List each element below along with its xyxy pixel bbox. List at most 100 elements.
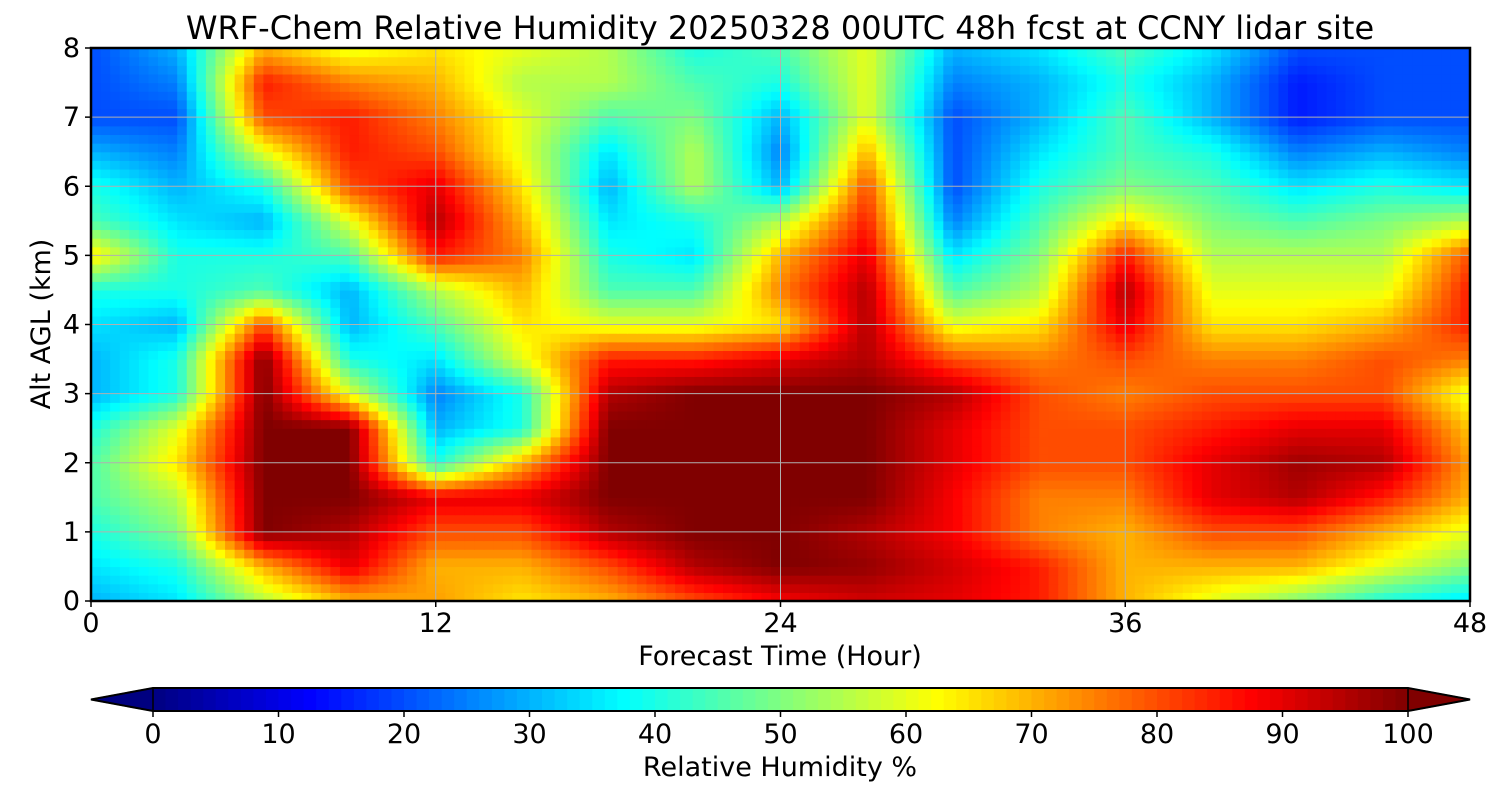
heatmap-cell (1163, 549, 1174, 559)
heatmap-cell (483, 307, 494, 317)
heatmap-cell (1029, 592, 1040, 601)
heatmap-cell (215, 428, 226, 438)
heatmap-cell (1316, 367, 1327, 377)
heatmap-cell (1268, 488, 1280, 498)
heatmap-cell (416, 376, 427, 386)
heatmap-cell (512, 505, 523, 516)
heatmap-cell (723, 359, 734, 369)
heatmap-cell (1039, 393, 1050, 403)
heatmap-cell (981, 384, 992, 395)
heatmap-cell (493, 445, 504, 455)
heatmap-cell (713, 436, 724, 447)
heatmap-cell (454, 445, 466, 455)
heatmap-cell (407, 575, 418, 585)
heatmap-cell (445, 393, 456, 403)
heatmap-cell (1268, 419, 1280, 429)
heatmap-cell (742, 367, 753, 377)
heatmap-cell (483, 384, 494, 395)
heatmap-cell (91, 341, 102, 352)
heatmap-cell (723, 549, 734, 559)
heatmap-cell (426, 445, 437, 455)
heatmap-cell (866, 402, 877, 412)
heatmap-cell (1412, 575, 1423, 585)
heatmap-cell (943, 514, 954, 524)
heatmap-cell (761, 523, 772, 533)
heatmap-cell (407, 445, 418, 455)
heatmap-cell (684, 315, 695, 326)
heatmap-cell (723, 350, 734, 360)
heatmap-cell (1431, 419, 1442, 429)
heatmap-cell (1153, 428, 1165, 438)
heatmap-cell (521, 497, 533, 507)
heatmap-cell (387, 557, 399, 568)
heatmap-cell (1019, 540, 1031, 550)
heatmap-cell (272, 583, 284, 593)
heatmap-cell (761, 505, 772, 516)
heatmap-cell (588, 419, 600, 429)
heatmap-cell (435, 315, 446, 326)
heatmap-cell (234, 480, 245, 490)
heatmap-cell (1393, 566, 1404, 576)
heatmap-cell (1048, 402, 1059, 412)
heatmap-cell (723, 367, 734, 377)
heatmap-cell (1173, 410, 1184, 421)
heatmap-cell (100, 462, 111, 472)
heatmap-cell (416, 583, 427, 593)
heatmap-cell (1211, 505, 1222, 516)
heatmap-cell (828, 462, 839, 472)
heatmap-cell (1441, 402, 1452, 412)
heatmap-cell (742, 471, 753, 481)
heatmap-cell (253, 402, 264, 412)
heatmap-cell (876, 402, 887, 412)
heatmap-cell (1048, 445, 1059, 455)
heatmap-cell (665, 436, 676, 447)
heatmap-cell (1211, 454, 1222, 464)
heatmap-cell (1134, 384, 1146, 395)
heatmap-cell (924, 549, 935, 559)
heatmap-cell (1364, 557, 1375, 568)
heatmap-cell (952, 471, 964, 481)
heatmap-cell (91, 315, 102, 326)
heatmap-cell (177, 298, 188, 308)
heatmap-cell (876, 419, 887, 429)
heatmap-cell (1441, 333, 1452, 343)
heatmap-cell (1000, 575, 1011, 585)
heatmap-cell (474, 384, 485, 395)
heatmap-cell (1240, 428, 1251, 438)
heatmap-cell (981, 531, 992, 542)
heatmap-cell (1019, 445, 1031, 455)
heatmap-cell (282, 393, 293, 403)
heatmap-cell (416, 505, 427, 516)
heatmap-cell (359, 315, 370, 326)
heatmap-cell (1355, 497, 1366, 507)
heatmap-cell (1106, 557, 1117, 568)
heatmap-cell (952, 575, 964, 585)
heatmap-cell (866, 557, 877, 568)
heatmap-cell (933, 505, 944, 516)
heatmap-cell (1383, 359, 1394, 369)
heatmap-cell (512, 315, 523, 326)
heatmap-cell (464, 445, 475, 455)
heatmap-cell (1125, 359, 1136, 369)
heatmap-cell (1230, 480, 1241, 490)
heatmap-cell (1134, 445, 1146, 455)
heatmap-cell (962, 393, 973, 403)
heatmap-cell (445, 376, 456, 386)
heatmap-cell (1364, 402, 1375, 412)
heatmap-cell (1182, 557, 1193, 568)
heatmap-cell (1134, 583, 1146, 593)
heatmap-cell (225, 462, 236, 472)
heatmap-cell (464, 514, 475, 524)
heatmap-cell (991, 436, 1002, 447)
heatmap-cell (1431, 583, 1442, 593)
heatmap-cell (100, 315, 111, 326)
heatmap-cell (675, 540, 686, 550)
heatmap-cell (330, 367, 341, 377)
heatmap-cell (253, 454, 264, 464)
heatmap-cell (1268, 566, 1280, 576)
heatmap-cell (368, 540, 379, 550)
heatmap-cell (378, 549, 389, 559)
heatmap-cell (837, 531, 849, 542)
heatmap-cell (885, 531, 897, 542)
heatmap-cell (541, 367, 552, 377)
